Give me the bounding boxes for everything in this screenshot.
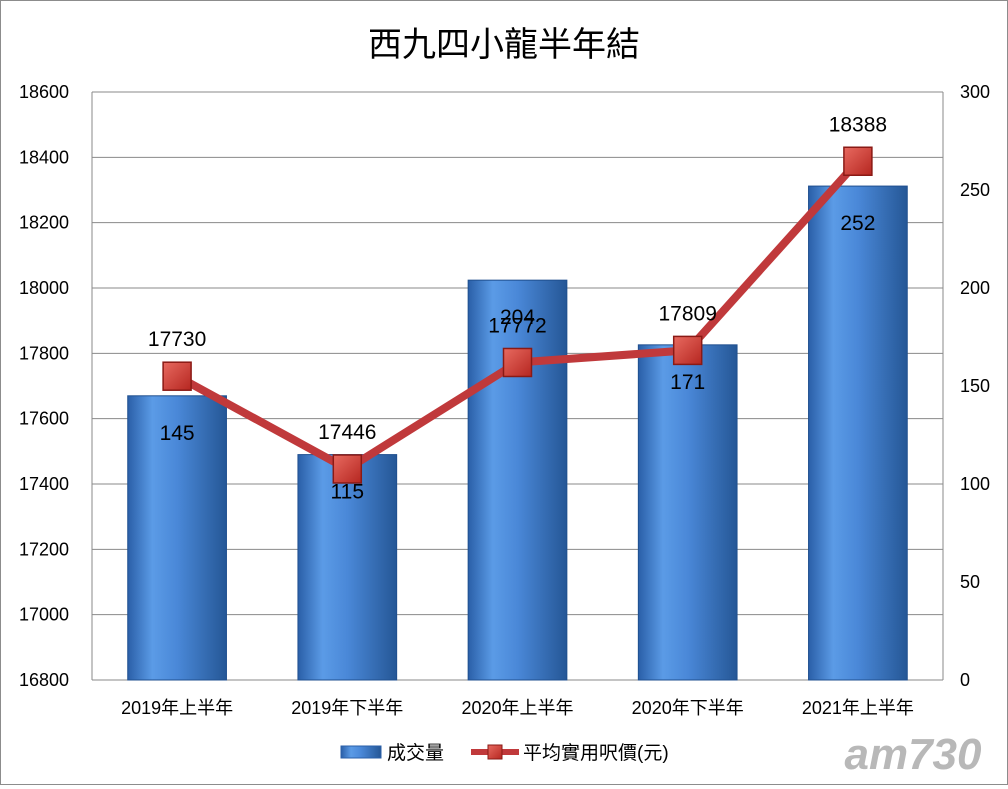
line-marker bbox=[502, 347, 533, 378]
line-data-label: 17772 bbox=[488, 314, 546, 337]
line-data-label: 17730 bbox=[148, 328, 206, 351]
legend-line-marker bbox=[487, 744, 503, 760]
line-data-labels: 17730 17446 17772 17809 18388 bbox=[148, 113, 887, 444]
bar-data-label: 171 bbox=[670, 371, 705, 394]
right-tick-label: 0 bbox=[960, 670, 970, 690]
bar-data-label: 145 bbox=[160, 422, 195, 445]
left-tick-label: 17200 bbox=[19, 539, 69, 559]
bar-data-label: 115 bbox=[331, 481, 364, 504]
line-data-label: 18388 bbox=[829, 113, 887, 136]
line-marker bbox=[672, 335, 703, 366]
legend-bar-label: 成交量 bbox=[387, 742, 444, 764]
left-tick-label: 17800 bbox=[19, 343, 69, 363]
legend: 成交量 平均實用呎價(元) bbox=[340, 742, 669, 764]
bar-data-label: 204 bbox=[500, 306, 535, 329]
line-marker bbox=[162, 361, 192, 391]
right-tick-label: 100 bbox=[960, 474, 990, 494]
legend-line-label: 平均實用呎價(元) bbox=[523, 742, 669, 764]
bar-series bbox=[127, 185, 908, 681]
legend-bar-swatch bbox=[340, 745, 382, 759]
category-label: 2020年下半年 bbox=[632, 698, 744, 718]
bar-data-labels: 145 115 204 171 252 bbox=[160, 212, 876, 504]
watermark-logo: am730 bbox=[844, 730, 982, 779]
bar bbox=[637, 344, 738, 681]
line-marker bbox=[843, 146, 873, 177]
bar bbox=[127, 395, 227, 681]
category-label: 2020年上半年 bbox=[461, 698, 573, 718]
line-data-label: 17809 bbox=[658, 302, 716, 325]
bar bbox=[467, 279, 568, 681]
left-tick-label: 16800 bbox=[19, 670, 69, 690]
right-tick-label: 50 bbox=[960, 572, 980, 592]
right-tick-label: 250 bbox=[960, 180, 990, 200]
bar bbox=[808, 185, 908, 681]
left-tick-label: 18600 bbox=[19, 82, 69, 102]
category-label: 2019年下半年 bbox=[291, 698, 403, 718]
left-tick-label: 18000 bbox=[19, 278, 69, 298]
category-label: 2021年上半年 bbox=[802, 698, 914, 718]
right-tick-label: 200 bbox=[960, 278, 990, 298]
right-tick-label: 300 bbox=[960, 82, 990, 102]
right-tick-label: 150 bbox=[960, 376, 990, 396]
category-label: 2019年上半年 bbox=[121, 698, 233, 718]
left-axis: 16800 17000 17200 17400 17600 17800 18000 18200… bbox=[19, 82, 69, 690]
left-tick-label: 17000 bbox=[19, 605, 69, 625]
x-axis: 2019年上半年 2019年下半年 2020年上半年 2020年下半年 2021年上半年 bbox=[121, 698, 914, 718]
chart-title: 西九四小龍半年結 bbox=[368, 26, 640, 64]
left-tick-label: 17600 bbox=[19, 409, 69, 429]
bar bbox=[297, 454, 398, 681]
line-data-label: 17446 bbox=[318, 421, 376, 444]
line-series bbox=[162, 146, 873, 484]
line-marker bbox=[332, 454, 363, 484]
bar-data-label: 252 bbox=[840, 212, 875, 235]
left-tick-label: 18200 bbox=[19, 213, 69, 233]
right-axis: 0 50 100 150 200 250 300 bbox=[960, 82, 990, 690]
left-tick-label: 17400 bbox=[19, 474, 69, 494]
left-tick-label: 18400 bbox=[19, 147, 69, 167]
